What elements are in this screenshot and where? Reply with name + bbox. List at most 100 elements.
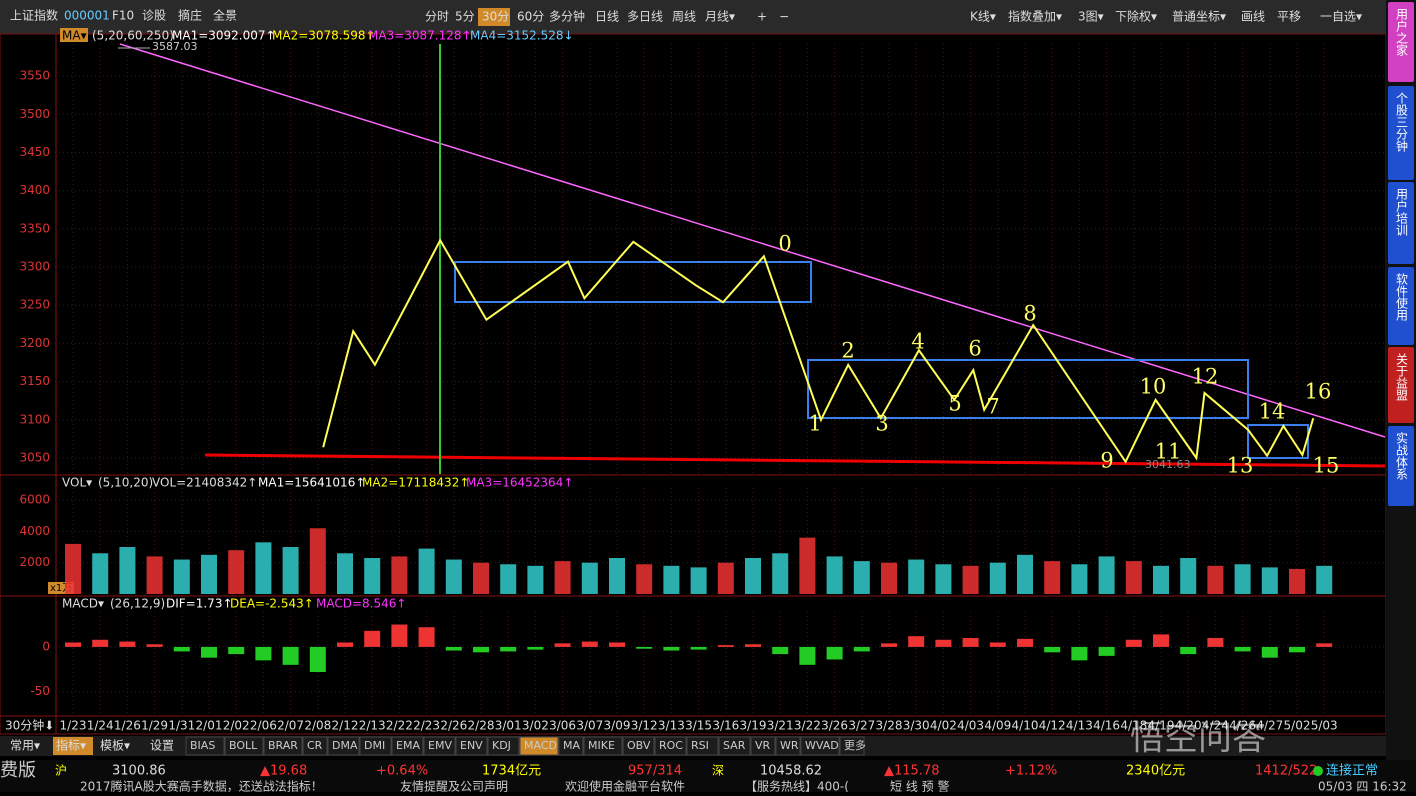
indicator-box — [750, 736, 776, 756]
indicator-box — [327, 736, 360, 756]
toolbar-item[interactable]: 诊股 — [142, 9, 166, 23]
side-button-label[interactable]: 用户之家 — [1395, 8, 1409, 56]
period-button[interactable]: 日线 — [595, 10, 619, 24]
period-button[interactable]: 60分 — [517, 10, 544, 24]
vol-legend: MA1=15641016↑ — [258, 476, 365, 490]
indicator-tab[interactable]: OBV — [627, 739, 651, 752]
status-item: 3100.86 — [112, 764, 166, 779]
indicator-tab[interactable]: MA — [563, 739, 580, 752]
toolbar-item[interactable]: 全景 — [213, 8, 237, 23]
y-tick-label: 3400 — [19, 183, 50, 197]
indicator-tab[interactable]: 更多 — [844, 738, 866, 752]
indicator-tab[interactable]: WR — [780, 739, 799, 752]
period-button[interactable]: 多分钟 — [549, 9, 585, 24]
indicator-tab[interactable]: MIKE — [588, 739, 615, 752]
toolbar-item[interactable]: 摘庄 — [178, 8, 202, 23]
y-tick-label: 3300 — [19, 260, 50, 274]
side-button[interactable] — [1388, 267, 1414, 345]
x-tick-label: 3/22 — [794, 719, 821, 733]
side-button-label[interactable]: 软件使用 — [1395, 273, 1409, 322]
side-button[interactable] — [1388, 426, 1414, 506]
wave-label: 13 — [1227, 454, 1254, 478]
macd-bar — [65, 642, 81, 647]
indicator-tab[interactable]: DMI — [364, 739, 385, 752]
macd-bar — [173, 646, 190, 652]
toolbar-menu[interactable]: 平移 — [1277, 10, 1301, 24]
volume-bar — [1316, 565, 1333, 594]
toolbar-menu[interactable]: K线▾ — [970, 10, 996, 24]
indicator-tab[interactable]: BRAR — [268, 739, 298, 752]
period-button[interactable]: 30分 — [482, 10, 509, 24]
period-button[interactable]: − — [779, 10, 789, 24]
side-button[interactable] — [1388, 86, 1414, 180]
high-label: 3587.03 — [152, 40, 198, 53]
volume-bar — [908, 559, 925, 594]
indicator-tab[interactable]: VR — [755, 739, 771, 752]
indicator-tab[interactable]: MACD — [524, 739, 557, 752]
macd-bar — [92, 639, 109, 647]
wave-label: 10 — [1140, 375, 1167, 399]
indicator-tab[interactable]: ROC — [659, 739, 683, 752]
indicator-tab[interactable]: EMV — [428, 739, 452, 752]
y-tick-label: 3550 — [19, 69, 50, 83]
toolbar-item[interactable]: 000001 — [64, 9, 110, 23]
volume-bar — [1234, 564, 1251, 594]
indicator-tab[interactable]: DMA — [332, 739, 358, 752]
indicator-tab[interactable]: ENV — [460, 739, 483, 752]
macd-bar — [826, 646, 843, 660]
macd-bar — [337, 642, 353, 647]
side-button[interactable] — [1388, 347, 1414, 423]
toolbar-item[interactable]: F10 — [112, 9, 134, 23]
indicator-tab[interactable]: EMA — [396, 739, 420, 752]
side-button[interactable] — [1388, 182, 1414, 264]
period-button[interactable]: 分时 — [425, 10, 449, 24]
volume-bar — [173, 559, 190, 594]
volume-bar — [690, 567, 707, 594]
toolbar-menu[interactable]: 指数叠加▾ — [1008, 9, 1062, 24]
x-tick-label: 3/30 — [903, 719, 930, 733]
side-button-label[interactable]: 个股三分钟 — [1395, 92, 1409, 153]
indicator-tab[interactable]: BIAS — [190, 739, 215, 752]
vol-legend: MA2=17118432↑ — [362, 476, 469, 490]
indicator-tab[interactable]: WVAD — [805, 739, 839, 752]
volume-bar — [554, 561, 571, 594]
period-button[interactable]: 月线▾ — [705, 10, 735, 24]
volume-bar — [717, 562, 734, 594]
toolbar-menu[interactable]: 下除权▾ — [1115, 9, 1157, 24]
x-tick-label: 2/13 — [359, 719, 386, 733]
toolbar-menu[interactable]: 3图▾ — [1078, 10, 1104, 24]
menu-tab[interactable]: 模板▾ — [100, 739, 130, 753]
toolbar-menu[interactable]: 一自选▾ — [1320, 10, 1362, 24]
indicator-tab[interactable]: SAR — [723, 739, 746, 752]
macd-bar — [636, 646, 653, 649]
macd-bar — [690, 646, 707, 650]
indicator-box — [263, 736, 303, 756]
menu-tab[interactable]: 常用▾ — [10, 739, 40, 753]
volume-bar — [1071, 564, 1088, 594]
period-button[interactable]: + — [757, 10, 767, 24]
box — [1247, 424, 1309, 459]
indicator-tab[interactable]: KDJ — [492, 739, 511, 752]
side-button-label[interactable]: 关于益盟 — [1395, 353, 1409, 401]
indicator-box — [224, 736, 264, 756]
period-button[interactable]: 5分 — [455, 10, 475, 24]
side-button[interactable] — [1388, 2, 1414, 82]
period-button[interactable]: 周线 — [672, 10, 696, 24]
volume-bar — [581, 562, 598, 594]
indicator-tab[interactable]: RSI — [691, 739, 709, 752]
menu-tab[interactable]: 设置 — [150, 739, 174, 753]
volume-bar — [772, 553, 789, 594]
volume-bar — [282, 547, 299, 594]
toolbar-menu[interactable]: 画线 — [1241, 10, 1265, 24]
side-button-label[interactable]: 用户培训 — [1395, 188, 1409, 236]
x-tick-label: 1/26 — [114, 719, 141, 733]
side-button-label[interactable]: 实战体系 — [1395, 431, 1409, 480]
period-button[interactable]: 多日线 — [627, 10, 663, 24]
x-tick-label: 4/09 — [984, 719, 1011, 733]
indicator-tab[interactable]: BOLL — [229, 739, 258, 752]
indicator-tab[interactable]: CR — [307, 739, 323, 752]
toolbar-menu[interactable]: 普通坐标▾ — [1172, 10, 1226, 24]
active-period — [478, 8, 510, 26]
toolbar-item[interactable]: 上证指数 — [10, 8, 58, 23]
menu-tab[interactable]: 指标▾ — [56, 738, 86, 753]
